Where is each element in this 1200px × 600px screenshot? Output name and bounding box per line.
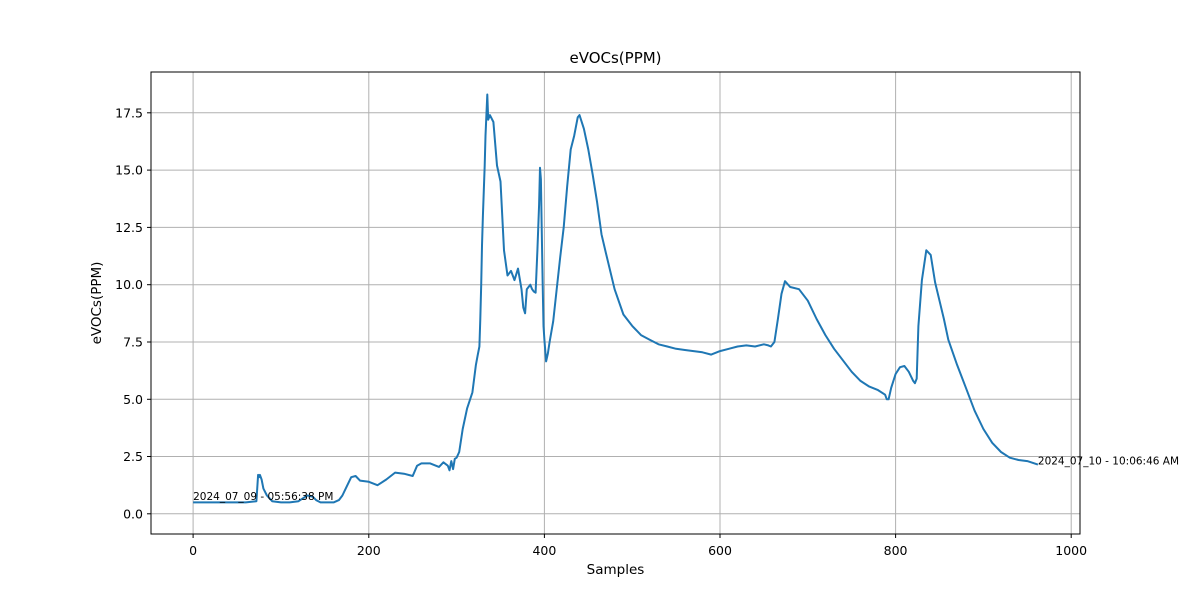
series-line [193,93,1039,504]
y-tick-label: 0.0 [123,506,143,521]
y-tick-label: 5.0 [123,392,143,407]
y-tick-label: 17.5 [115,105,143,120]
y-tick-label: 12.5 [115,220,143,235]
x-tick-label: 0 [189,543,197,558]
y-tick-label: 7.5 [123,335,143,350]
series-layer [193,93,1039,504]
grid [151,72,1080,534]
y-axis-label: eVOCs(PPM) [89,262,105,345]
plot-frame [150,71,1081,535]
y-tick-label: 2.5 [123,449,143,464]
ticks: 0 200 400 600 800 1000 0.0 2.5 5.0 7.5 10.0 12.5 15.… [115,105,1087,558]
y-tick-label: 15.0 [115,163,143,178]
x-tick-label: 600 [708,543,732,558]
timestamp-annotation: 2024_07_09 - 05:56:38 PM [193,491,333,503]
timestamp-annotation: 2024_07_10 - 10:06:46 AM [1038,456,1179,468]
x-tick-label: 400 [532,543,556,558]
x-tick-label: 800 [884,543,908,558]
annotations: 2024_07_09 - 05:56:38 PM 2024_07_10 - 10:… [193,456,1179,504]
x-axis-label: Samples [587,562,645,578]
y-tick-label: 10.0 [115,277,143,292]
x-tick-label: 1000 [1055,543,1087,558]
chart-title: eVOCs(PPM) [569,49,661,67]
x-tick-label: 200 [357,543,381,558]
